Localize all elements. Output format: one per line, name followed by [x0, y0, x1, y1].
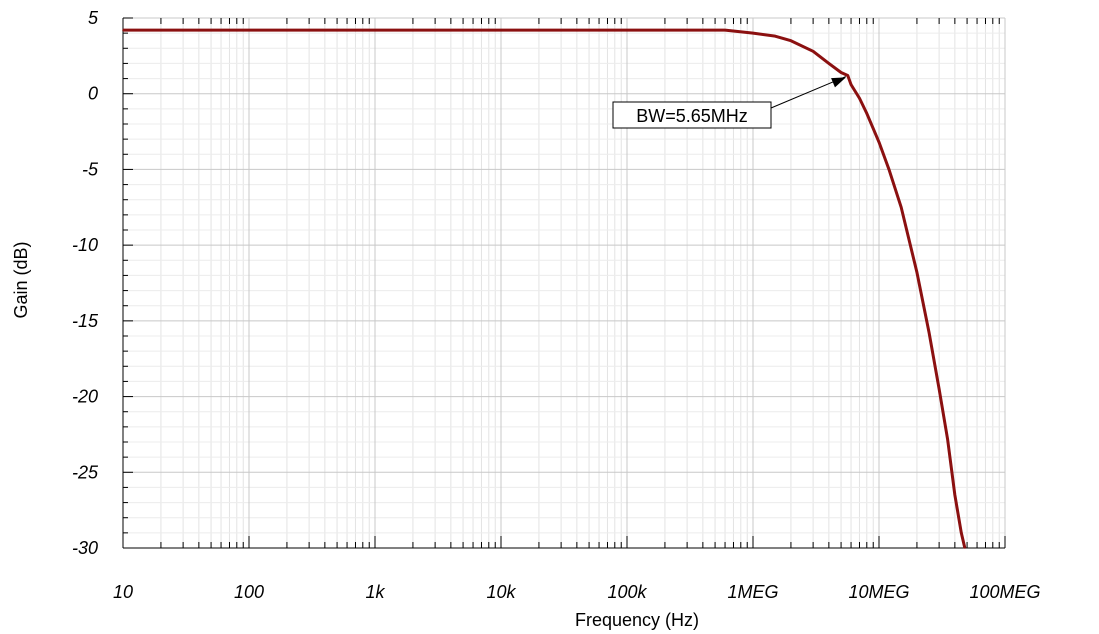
x-tick-label: 10k [486, 582, 516, 602]
y-tick-label: -10 [72, 235, 98, 255]
gain-point [774, 35, 776, 37]
gain-point [888, 168, 890, 171]
gain-point [900, 206, 902, 209]
gain-point [248, 29, 250, 31]
annotation-box [612, 101, 772, 129]
gain-curve [123, 28, 967, 549]
gain-point [828, 62, 830, 65]
gain-point [626, 29, 628, 31]
gain-point [840, 71, 842, 74]
x-tick-label: 100 [234, 582, 264, 602]
major-gridlines [122, 17, 1006, 549]
gain-point [374, 29, 376, 31]
gain-point [960, 532, 963, 534]
gain-point [916, 271, 918, 274]
gain-point [878, 141, 880, 143]
gain-point [500, 29, 502, 31]
y-tick-label: -25 [72, 462, 99, 482]
tick-marks [122, 17, 1006, 549]
series-layer [122, 28, 967, 549]
x-tick-label: 1k [365, 582, 385, 602]
gain-point [858, 97, 861, 100]
y-tick-label: -5 [82, 159, 99, 179]
y-tick-label: -20 [72, 387, 98, 407]
x-axis-label: Frequency (Hz) [575, 610, 699, 630]
y-tick-label: 0 [88, 84, 98, 104]
gain-point [812, 50, 814, 53]
x-tick-label: 1MEG [727, 582, 778, 602]
gain-point [964, 547, 966, 549]
gain-point [938, 388, 940, 390]
gain-point [752, 32, 754, 34]
gain-point [122, 29, 124, 31]
x-tick-label: 100MEG [969, 582, 1040, 602]
x-tick-labels: 10 100 1k 10k 100k 1MEG 10MEG 100MEG [113, 582, 1041, 602]
annotation-text: BW=5.65MHz [636, 106, 748, 126]
gain-point [946, 438, 949, 440]
gain-point [954, 494, 956, 496]
y-tick-label: -30 [72, 538, 98, 558]
annotation-arrowhead [831, 77, 846, 88]
plot-axes [122, 18, 1005, 549]
x-tick-label: 100k [607, 582, 647, 602]
annotation-layer: BW=5.65MHz [612, 76, 846, 129]
x-tick-label: 10MEG [848, 582, 909, 602]
y-tick-label: -15 [72, 311, 99, 331]
gain-point [724, 29, 726, 31]
gain-point [928, 332, 930, 334]
gain-point [850, 83, 852, 86]
x-tick-label: 10 [113, 582, 133, 602]
y-axis-label: Gain (dB) [11, 241, 31, 318]
gain-point [846, 74, 849, 77]
gain-point [865, 112, 868, 115]
gain-point [790, 39, 792, 42]
minor-gridlines [123, 18, 1005, 548]
y-tick-labels: 5 0 -5 -10 -15 -20 -25 -30 [72, 8, 99, 558]
y-tick-label: 5 [88, 8, 99, 28]
